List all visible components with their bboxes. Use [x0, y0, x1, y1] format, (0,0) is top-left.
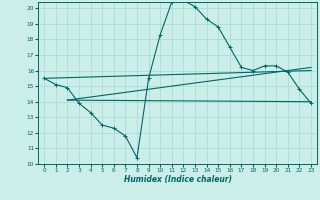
X-axis label: Humidex (Indice chaleur): Humidex (Indice chaleur) [124, 175, 232, 184]
